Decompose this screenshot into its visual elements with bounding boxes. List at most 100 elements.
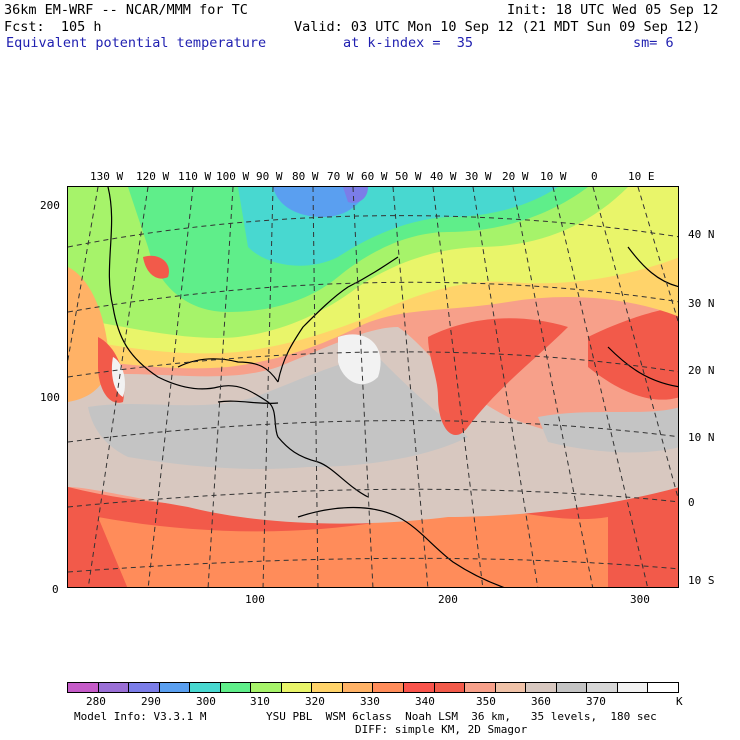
diffusion-info: DIFF: simple KM, 2D Smagor — [355, 723, 528, 736]
colorbar-label: 330 — [360, 695, 380, 708]
colorbar-swatch — [495, 683, 527, 692]
colorbar-swatch — [617, 683, 649, 692]
colorbar-label: 310 — [250, 695, 270, 708]
gulf-coast — [177, 358, 279, 383]
colorbar-swatch — [312, 683, 343, 692]
colorbar-swatch — [190, 683, 221, 692]
grid-y-tick: 200 — [40, 199, 60, 212]
colorbar-swatch — [129, 683, 160, 692]
europe-coast — [627, 246, 678, 288]
meridian — [432, 187, 484, 587]
valid-time: Valid: 03 UTC Mon 10 Sep 12 (21 MDT Sun … — [294, 19, 701, 35]
meridian — [472, 187, 539, 587]
physics-info: YSU PBL WSM 6class Noah LSM 36 km, 35 le… — [266, 710, 657, 723]
us-east-coast — [277, 256, 399, 383]
colorbar-swatch — [556, 683, 588, 692]
lat-label: 10 N — [688, 431, 715, 444]
map-panel — [67, 186, 679, 588]
coastlines — [107, 187, 678, 587]
meridian — [352, 187, 374, 587]
color-scale-bar — [67, 682, 679, 693]
lon-label: 30 W — [465, 170, 492, 183]
colorbar-swatch — [98, 683, 130, 692]
red-front — [428, 318, 568, 436]
colorbar-label: 290 — [141, 695, 161, 708]
colorbar-label: 300 — [196, 695, 216, 708]
colorbar-swatch — [251, 683, 282, 692]
colorbar-label: 280 — [86, 695, 106, 708]
lat-label: 40 N — [688, 228, 715, 241]
lat-label: 20 N — [688, 364, 715, 377]
meridian — [592, 187, 678, 500]
africa-coast — [607, 346, 678, 388]
grid-y-tick: 0 — [52, 583, 59, 596]
colorbar-label: 360 — [531, 695, 551, 708]
grey-east — [538, 407, 678, 453]
na-west-coast — [107, 187, 369, 498]
colorbar-swatch — [526, 683, 557, 692]
colorbar-swatch — [434, 683, 466, 692]
colorbar-swatch — [404, 683, 435, 692]
parallel-30n — [68, 281, 678, 313]
meridian — [552, 187, 649, 587]
parallel-10n — [68, 420, 678, 443]
lon-label: 70 W — [327, 170, 354, 183]
lon-label: 90 W — [256, 170, 283, 183]
parallel-40n — [68, 215, 678, 248]
colorbar-label: 370 — [586, 695, 606, 708]
lon-label: 100 W — [216, 170, 250, 183]
lon-label: 0 — [591, 170, 598, 183]
colorbar-label: 350 — [476, 695, 496, 708]
smoothing-label: sm= 6 — [633, 35, 674, 51]
field-name: Equivalent potential temperature — [6, 35, 267, 51]
colorbar-swatch — [373, 683, 405, 692]
parallel-20n — [68, 351, 678, 378]
colorbar-swatch — [281, 683, 313, 692]
colorbar-swatch — [465, 683, 496, 692]
colorbar-swatch — [587, 683, 618, 692]
colorbar-label: 340 — [415, 695, 435, 708]
lat-label: 30 N — [688, 297, 715, 310]
forecast-hour: Fcst: 105 h — [4, 19, 102, 35]
lon-label: 50 W — [395, 170, 422, 183]
model-info: Model Info: V3.3.1 M — [74, 710, 207, 723]
meridian — [147, 187, 194, 587]
colorbar-swatch — [159, 683, 191, 692]
grid-y-tick: 100 — [40, 391, 60, 404]
lat-lon-grid — [68, 187, 678, 587]
grid-x-tick: 100 — [245, 593, 265, 606]
lon-label: 10 E — [628, 170, 655, 183]
colorbar-unit: K — [676, 695, 683, 708]
theta-e-map — [68, 187, 678, 587]
lon-label: 120 W — [136, 170, 170, 183]
lon-label: 110 W — [178, 170, 212, 183]
parallel-10s — [68, 557, 678, 573]
meridian — [312, 187, 319, 587]
lon-label: 20 W — [502, 170, 529, 183]
grey-area — [88, 357, 468, 469]
colorbar-label: 320 — [305, 695, 325, 708]
colorbar-swatch — [220, 683, 252, 692]
sa-north-coast — [297, 506, 505, 587]
grid-x-tick: 200 — [438, 593, 458, 606]
lat-label: 10 S — [688, 574, 715, 587]
lon-label: 10 W — [540, 170, 567, 183]
lon-label: 40 W — [430, 170, 457, 183]
white-blob — [338, 334, 381, 385]
model-title: 36km EM-WRF -- NCAR/MMM for TC — [4, 2, 248, 18]
west-white — [111, 357, 125, 397]
colorbar-swatch — [342, 683, 374, 692]
init-time: Init: 18 UTC Wed 05 Sep 12 — [507, 2, 719, 18]
grid-x-tick: 300 — [630, 593, 650, 606]
lon-label: 130 W — [90, 170, 124, 183]
orange-patch — [98, 507, 608, 587]
lat-label: 0 — [688, 496, 695, 509]
purple-patch — [343, 187, 368, 203]
blue-patch — [273, 187, 368, 217]
lon-label: 80 W — [292, 170, 319, 183]
meridian — [87, 187, 149, 587]
rockies-red — [143, 255, 169, 279]
green-band — [128, 187, 588, 312]
parallel-0 — [68, 488, 678, 508]
meridian — [392, 187, 429, 587]
